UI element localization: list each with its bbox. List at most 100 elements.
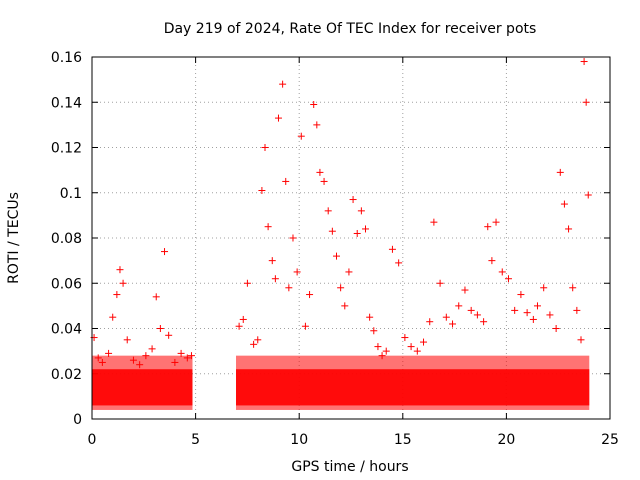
data-point	[165, 331, 173, 339]
data-point	[436, 279, 444, 287]
data-point	[584, 191, 592, 199]
data-point	[279, 80, 287, 88]
data-point	[362, 225, 370, 233]
data-point	[301, 322, 309, 330]
data-point	[577, 336, 585, 344]
y-tick-label: 0.16	[51, 50, 82, 66]
y-tick-label: 0.12	[51, 141, 82, 157]
data-point	[116, 266, 124, 274]
data-point	[492, 218, 500, 226]
y-tick-label: 0.06	[51, 276, 82, 292]
y-tick-label: 0.08	[51, 231, 82, 247]
data-point	[113, 291, 121, 299]
data-point	[569, 284, 577, 292]
data-point	[473, 311, 481, 319]
data-point	[171, 358, 179, 366]
data-point	[271, 275, 279, 283]
roti-band-core	[236, 369, 590, 406]
data-point	[274, 114, 282, 122]
data-point	[320, 177, 328, 185]
data-point	[316, 168, 324, 176]
data-point	[560, 200, 568, 208]
roti-band-core	[92, 369, 193, 406]
y-tick-label: 0.02	[51, 367, 82, 383]
data-point	[261, 144, 269, 151]
data-point	[123, 336, 131, 344]
data-point	[243, 279, 251, 287]
data-point	[142, 352, 150, 360]
data-point	[129, 356, 137, 364]
data-point	[498, 268, 506, 276]
data-point	[480, 318, 488, 326]
data-point	[268, 257, 276, 265]
data-point	[442, 313, 450, 321]
data-point	[235, 322, 243, 330]
data-point	[388, 245, 396, 253]
data-point	[98, 358, 106, 366]
data-point	[161, 248, 169, 256]
data-point	[420, 338, 428, 346]
data-point	[504, 275, 512, 283]
data-point	[254, 336, 262, 344]
data-point	[540, 284, 548, 292]
roti-data-points	[90, 58, 592, 369]
data-point	[395, 259, 403, 267]
data-point	[488, 257, 496, 265]
data-point	[156, 325, 164, 332]
data-point	[136, 361, 144, 369]
data-point	[282, 177, 290, 185]
data-point	[366, 313, 374, 321]
data-point	[401, 334, 409, 342]
data-point	[378, 352, 386, 360]
data-point	[556, 168, 564, 176]
data-point	[148, 345, 156, 353]
data-point	[313, 121, 321, 129]
data-point	[285, 284, 293, 292]
data-point	[426, 318, 434, 326]
data-point	[580, 58, 588, 66]
data-point	[430, 218, 438, 226]
data-point	[455, 302, 463, 310]
data-point	[328, 227, 336, 235]
x-tick-label: 25	[601, 432, 619, 448]
data-point	[582, 98, 590, 106]
data-point	[467, 306, 475, 314]
data-point	[239, 315, 247, 323]
x-tick-label: 0	[88, 432, 97, 448]
data-point	[109, 313, 117, 321]
x-tick-label: 20	[497, 432, 515, 448]
data-point	[332, 252, 340, 260]
data-point	[324, 207, 332, 215]
y-tick-label: 0.14	[51, 95, 82, 111]
grid	[92, 57, 610, 419]
data-point	[337, 284, 345, 292]
x-axis-label: GPS time / hours	[291, 459, 408, 475]
data-point	[345, 268, 353, 276]
data-point	[461, 286, 469, 294]
data-point	[183, 354, 191, 362]
data-point	[119, 279, 127, 287]
data-point	[573, 306, 581, 314]
y-tick-label: 0.04	[51, 322, 82, 338]
roti-background-band	[92, 355, 590, 410]
data-point	[306, 291, 314, 299]
data-point	[552, 325, 560, 332]
data-point	[374, 343, 382, 351]
data-point	[264, 223, 272, 231]
x-tick-label: 5	[191, 432, 200, 448]
x-tick-label: 15	[394, 432, 412, 448]
chart-title: Day 219 of 2024, Rate Of TEC Index for r…	[164, 21, 537, 37]
y-axis-label: ROTI / TECUs	[6, 192, 22, 284]
data-point	[349, 196, 357, 204]
data-point	[407, 343, 415, 351]
data-point	[177, 349, 185, 357]
data-point	[357, 207, 365, 215]
data-point	[484, 223, 492, 231]
data-point	[449, 320, 457, 328]
data-point	[382, 347, 390, 355]
data-point	[250, 340, 258, 348]
data-point	[511, 306, 519, 314]
y-tick-label: 0	[73, 412, 82, 428]
data-point	[565, 225, 573, 233]
